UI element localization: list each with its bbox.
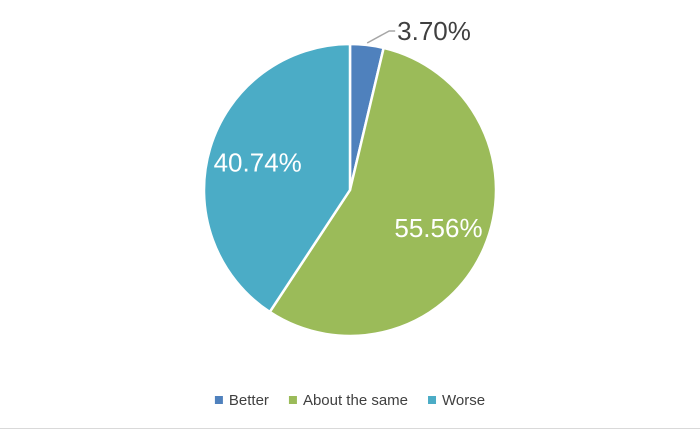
legend-swatch-about-the-same — [288, 396, 297, 404]
data-label-worse: 40.74% — [214, 147, 302, 177]
data-label-about-the-same: 55.56% — [394, 213, 482, 243]
leader-lines — [366, 30, 396, 44]
leader-line-better — [366, 30, 396, 44]
pie-slice-worse — [202, 42, 352, 314]
legend-label-about-the-same: About the same — [303, 392, 408, 409]
legend-label-worse: Worse — [442, 392, 485, 409]
legend-label-better: Better — [229, 392, 269, 409]
legend: Better About the same Worse — [214, 392, 485, 409]
data-label-better: 3.70% — [397, 16, 471, 46]
legend-swatch-worse — [428, 396, 437, 404]
legend-swatch-better — [214, 396, 223, 404]
data-labels: 3.70% 55.56% 40.74% — [214, 16, 483, 243]
pie-slice-about-the-same — [268, 46, 498, 338]
pie-slices — [202, 42, 498, 338]
